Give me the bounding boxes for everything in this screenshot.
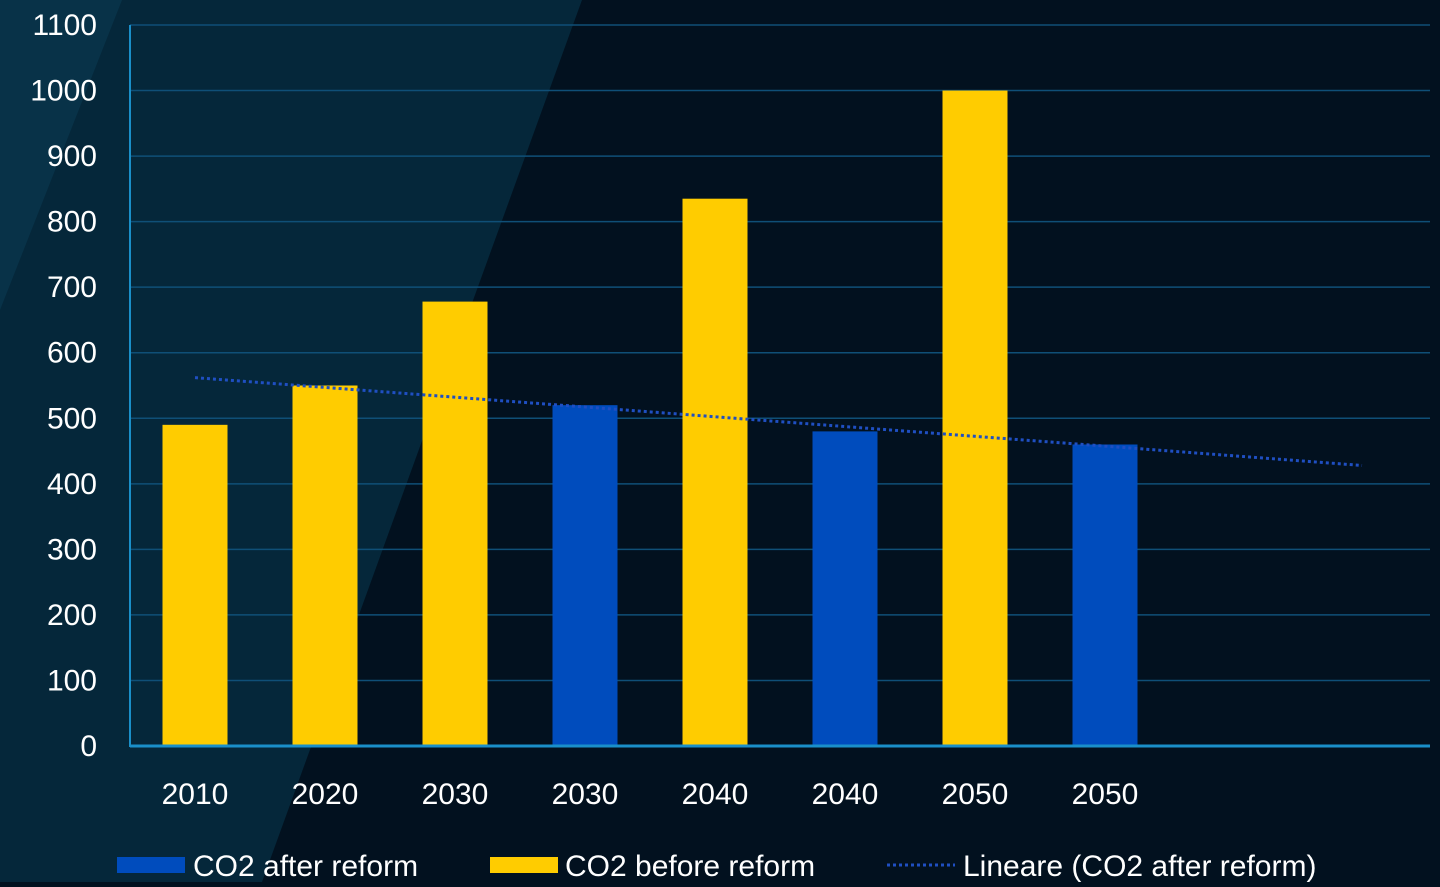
x-tick-label: 2050 [1072,778,1139,811]
bar-co2-before-reform [422,301,488,746]
y-tick-label: 1100 [32,9,97,42]
legend-item-trendline: Lineare (CO2 after reform) [887,850,1316,883]
y-tick-label: 100 [47,664,97,697]
y-tick-label: 200 [47,599,97,632]
legend-label: CO2 after reform [193,850,418,882]
x-tick-label: 2040 [682,778,749,811]
gridlines [130,24,1430,682]
x-tick-label: 2050 [942,778,1009,811]
legend-item-co2-after-reform: CO2 after reform [117,850,418,883]
bar-co2-before-reform [162,424,228,746]
legend-item-co2-before-reform: CO2 before reform [490,850,815,883]
y-tick-label: 700 [47,271,97,304]
y-tick-label: 800 [47,206,97,239]
x-tick-label: 2010 [162,778,229,811]
legend-swatch [117,857,185,873]
x-tick-label: 2030 [552,778,619,811]
bar-co2-before-reform [682,198,748,747]
x-tick-label: 2040 [812,778,879,811]
y-tick-label: 0 [80,730,97,763]
background-panel [0,0,582,882]
x-axis-labels: 2010 2020 2030 2030 2040 2040 2050 2050 [162,778,1139,811]
y-tick-label: 400 [47,468,97,501]
bar-co2-after-reform [552,405,618,746]
background-panel-edge [0,0,122,310]
bar-co2-before-reform [292,385,358,746]
bar-co2-before-reform [942,90,1008,746]
x-tick-label: 2020 [292,778,359,811]
bar-co2-after-reform [812,431,878,746]
y-tick-label: 500 [47,402,97,435]
y-axis-labels: 0 100 200 300 400 500 600 700 800 900 1000 1100 [30,9,97,763]
y-tick-label: 300 [47,533,97,566]
legend-label: CO2 before reform [565,850,815,882]
y-tick-label: 900 [47,140,97,173]
legend-label: Lineare (CO2 after reform) [963,850,1316,882]
bar-co2-after-reform [1072,444,1138,746]
axes [129,25,1430,748]
x-tick-label: 2030 [422,778,489,811]
bars [162,90,1138,747]
y-tick-label: 600 [47,337,97,370]
legend: CO2 after reform CO2 before reform Lineare… [117,850,1316,883]
y-tick-label: 1000 [30,75,97,108]
legend-swatch [490,857,558,873]
